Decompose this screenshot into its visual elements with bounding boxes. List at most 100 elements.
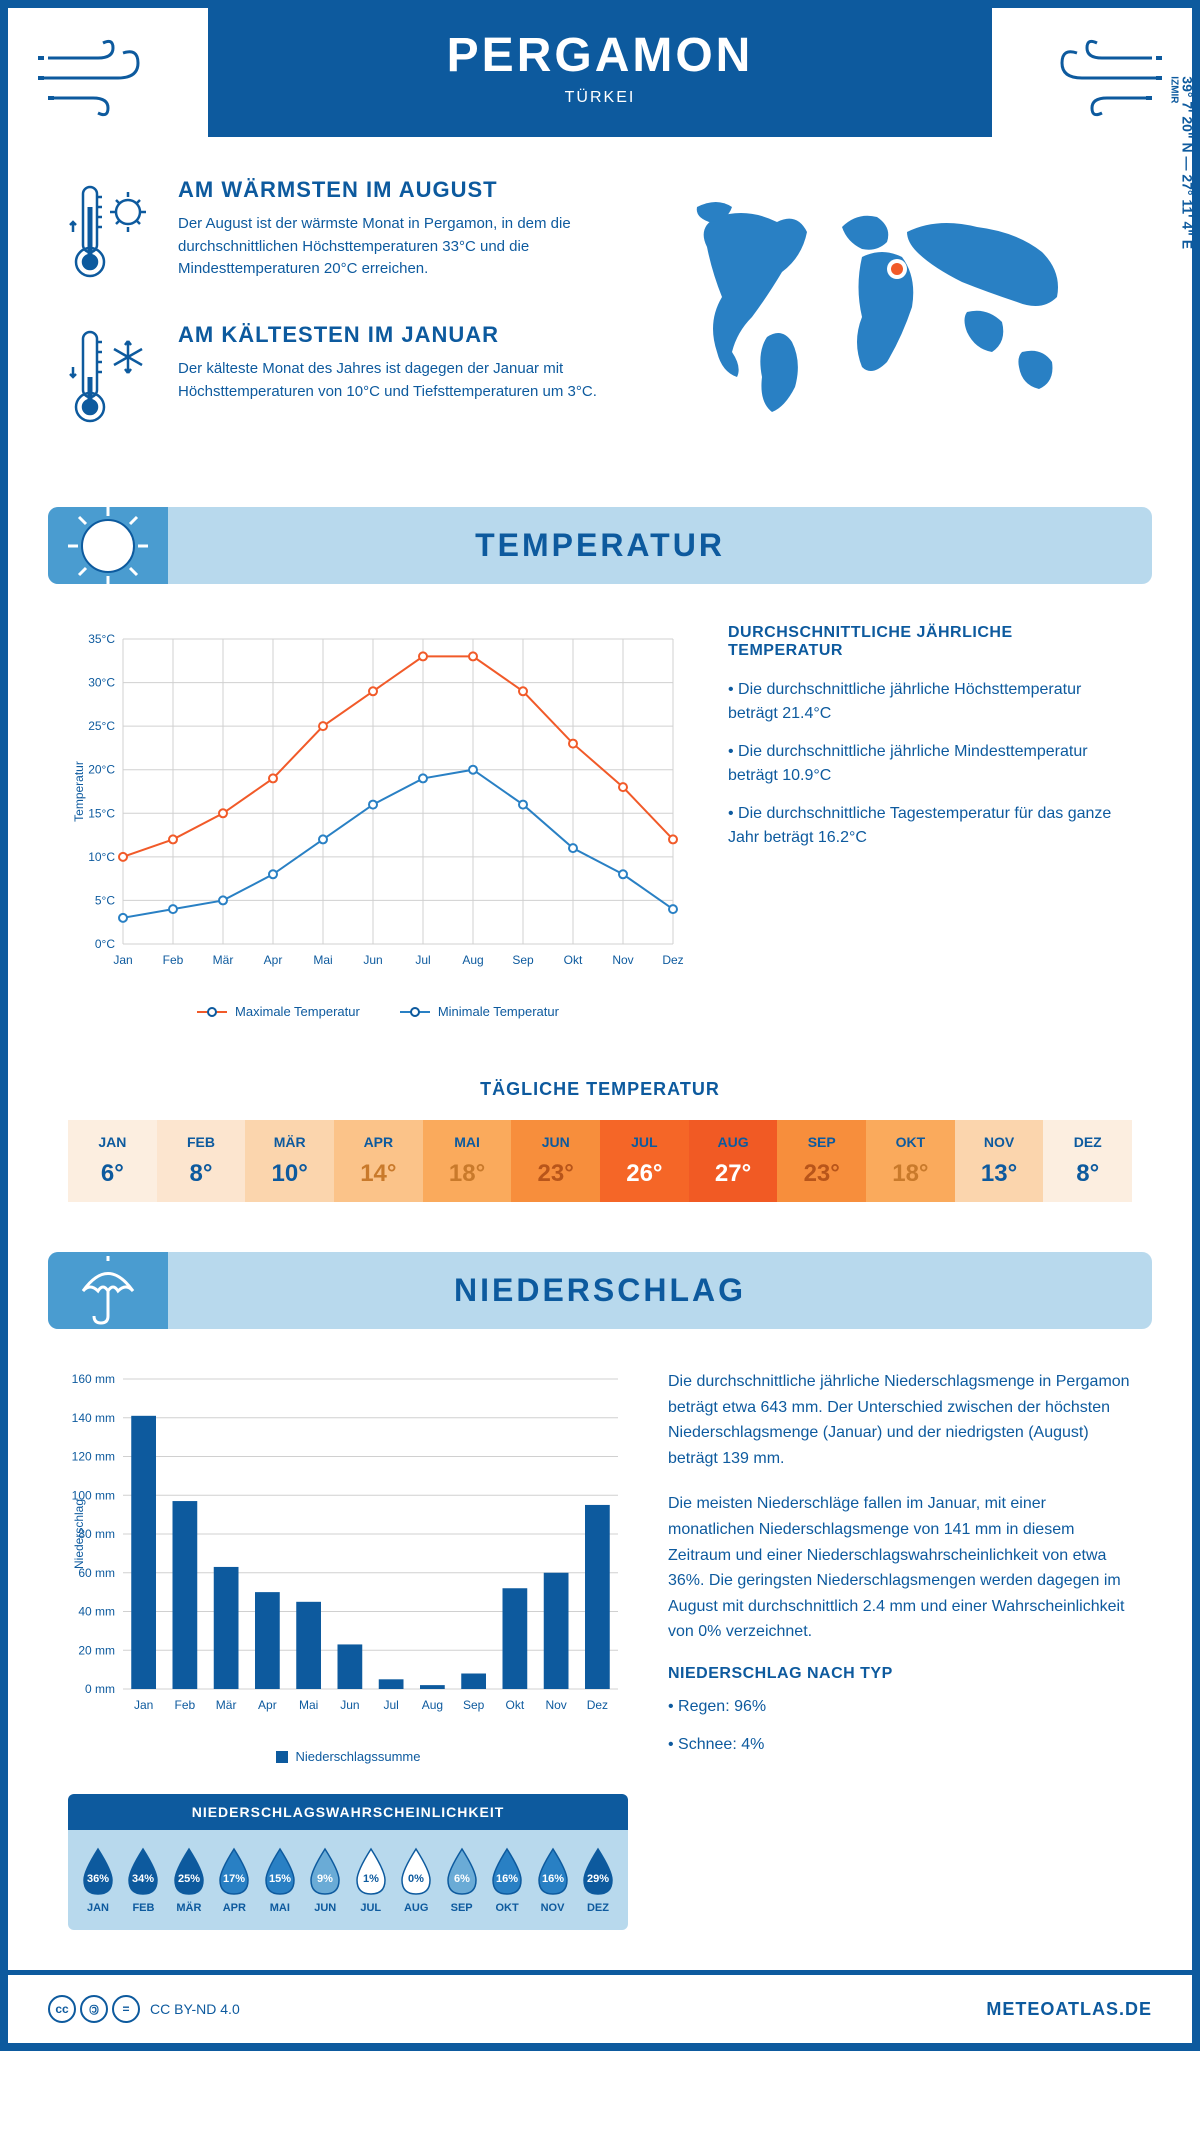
svg-text:140 mm: 140 mm	[72, 1411, 115, 1425]
svg-text:25°C: 25°C	[88, 719, 115, 733]
svg-text:Feb: Feb	[163, 953, 184, 967]
svg-text:Jan: Jan	[134, 1698, 153, 1712]
svg-text:0%: 0%	[408, 1873, 424, 1885]
temp-cell: JUN 23°	[511, 1120, 600, 1202]
daily-temp-title: TÄGLICHE TEMPERATUR	[8, 1079, 1192, 1100]
svg-text:20 mm: 20 mm	[78, 1643, 115, 1657]
temp-cell: FEB 8°	[157, 1120, 246, 1202]
precipitation-bar-chart: 0 mm20 mm40 mm60 mm80 mm100 mm120 mm140 …	[68, 1369, 628, 1729]
svg-text:25%: 25%	[178, 1873, 200, 1885]
svg-text:Mai: Mai	[299, 1698, 318, 1712]
coordinates: 39° 7' 20" N — 27° 11' 4" E IZMIR	[1169, 76, 1196, 249]
svg-text:Jun: Jun	[340, 1698, 359, 1712]
svg-text:Feb: Feb	[175, 1698, 196, 1712]
svg-text:16%: 16%	[496, 1873, 518, 1885]
header-banner: PERGAMON TÜRKEI	[208, 8, 992, 137]
svg-text:120 mm: 120 mm	[72, 1450, 115, 1464]
temp-cell: MAI 18°	[423, 1120, 512, 1202]
svg-text:16%: 16%	[542, 1873, 564, 1885]
legend-swatch	[197, 1011, 227, 1013]
temp-cell: JUL 26°	[600, 1120, 689, 1202]
fact-cold-title: AM KÄLTESTEN IM JANUAR	[178, 322, 627, 348]
wind-icon	[1042, 38, 1162, 123]
section-title: NIEDERSCHLAG	[48, 1272, 1152, 1309]
page-title: PERGAMON	[248, 28, 952, 83]
svg-text:Apr: Apr	[258, 1698, 277, 1712]
precip-drop: 0% AUG	[396, 1846, 436, 1914]
temp-cell: APR 14°	[334, 1120, 423, 1202]
temp-cell: NOV 13°	[955, 1120, 1044, 1202]
svg-text:40 mm: 40 mm	[78, 1605, 115, 1619]
precip-type-rain: • Regen: 96%	[668, 1695, 1132, 1719]
chart-legend: Niederschlagssumme	[68, 1749, 628, 1764]
fact-warm-title: AM WÄRMSTEN IM AUGUST	[178, 177, 627, 203]
svg-text:160 mm: 160 mm	[72, 1372, 115, 1386]
svg-text:Dez: Dez	[587, 1698, 608, 1712]
precip-drop: 34% FEB	[123, 1846, 163, 1914]
svg-text:Nov: Nov	[545, 1698, 566, 1712]
legend-swatch	[400, 1011, 430, 1013]
svg-text:5°C: 5°C	[95, 893, 115, 907]
svg-text:20°C: 20°C	[88, 763, 115, 777]
world-map-icon	[667, 177, 1087, 427]
svg-text:34%: 34%	[132, 1873, 154, 1885]
sun-icon	[48, 507, 168, 584]
svg-text:36%: 36%	[87, 1873, 109, 1885]
svg-text:Aug: Aug	[462, 953, 483, 967]
svg-text:Mai: Mai	[313, 953, 332, 967]
thermometer-snow-icon	[68, 322, 158, 437]
precip-type-title: NIEDERSCHLAG NACH TYP	[668, 1665, 1132, 1683]
precip-drop: 16% OKT	[487, 1846, 527, 1914]
brand-name: METEOATLAS.DE	[986, 1999, 1152, 2020]
precip-drop: 36% JAN	[78, 1846, 118, 1914]
svg-text:0°C: 0°C	[95, 937, 115, 951]
svg-text:Aug: Aug	[422, 1698, 443, 1712]
precip-para: Die meisten Niederschläge fallen im Janu…	[668, 1491, 1132, 1645]
fact-cold-text: Der kälteste Monat des Jahres ist dagege…	[178, 358, 627, 403]
temp-bullet: • Die durchschnittliche jährliche Höchst…	[728, 678, 1132, 726]
svg-text:17%: 17%	[223, 1873, 245, 1885]
svg-text:35°C: 35°C	[88, 632, 115, 646]
svg-text:0 mm: 0 mm	[85, 1682, 115, 1696]
precip-drop: 6% SEP	[442, 1846, 482, 1914]
svg-text:Sep: Sep	[512, 953, 534, 967]
cc-icons: cc 🄯 =	[48, 1995, 140, 2023]
svg-text:Jun: Jun	[363, 953, 382, 967]
legend-precip: Niederschlagssumme	[296, 1749, 421, 1764]
svg-text:Okt: Okt	[564, 953, 583, 967]
thermometer-sun-icon	[68, 177, 158, 292]
svg-text:15%: 15%	[269, 1873, 291, 1885]
precip-para: Die durchschnittliche jährliche Niedersc…	[668, 1369, 1132, 1471]
legend-min: Minimale Temperatur	[438, 1004, 559, 1019]
section-title: TEMPERATUR	[48, 527, 1152, 564]
temp-text-title: DURCHSCHNITTLICHE JÄHRLICHE TEMPERATUR	[728, 624, 1132, 660]
fact-coldest: AM KÄLTESTEN IM JANUAR Der kälteste Mona…	[68, 322, 627, 437]
svg-text:1%: 1%	[363, 1873, 379, 1885]
svg-text:Okt: Okt	[506, 1698, 525, 1712]
temp-bullet: • Die durchschnittliche jährliche Mindes…	[728, 740, 1132, 788]
temp-cell: SEP 23°	[777, 1120, 866, 1202]
svg-text:10°C: 10°C	[88, 850, 115, 864]
fact-warm-text: Der August ist der wärmste Monat in Perg…	[178, 213, 627, 281]
svg-text:15°C: 15°C	[88, 806, 115, 820]
svg-text:Dez: Dez	[662, 953, 683, 967]
precip-type-snow: • Schnee: 4%	[668, 1733, 1132, 1757]
temp-cell: AUG 27°	[689, 1120, 778, 1202]
umbrella-icon	[48, 1252, 168, 1329]
svg-text:Jul: Jul	[415, 953, 430, 967]
svg-text:Jul: Jul	[383, 1698, 398, 1712]
precip-drop: 1% JUL	[351, 1846, 391, 1914]
svg-text:29%: 29%	[587, 1873, 609, 1885]
temp-cell: DEZ 8°	[1043, 1120, 1132, 1202]
page-subtitle: TÜRKEI	[248, 89, 952, 107]
precip-drop: 29% DEZ	[578, 1846, 618, 1914]
svg-text:Mär: Mär	[213, 953, 234, 967]
svg-text:Apr: Apr	[264, 953, 283, 967]
svg-text:Temperatur: Temperatur	[72, 761, 86, 822]
legend-swatch	[276, 1751, 288, 1763]
daily-temp-table: JAN 6° FEB 8° MÄR 10° APR 14° MAI 18° JU…	[68, 1120, 1132, 1202]
svg-text:30°C: 30°C	[88, 676, 115, 690]
precip-drop: 9% JUN	[305, 1846, 345, 1914]
precip-drop: 17% APR	[214, 1846, 254, 1914]
svg-text:Nov: Nov	[612, 953, 633, 967]
